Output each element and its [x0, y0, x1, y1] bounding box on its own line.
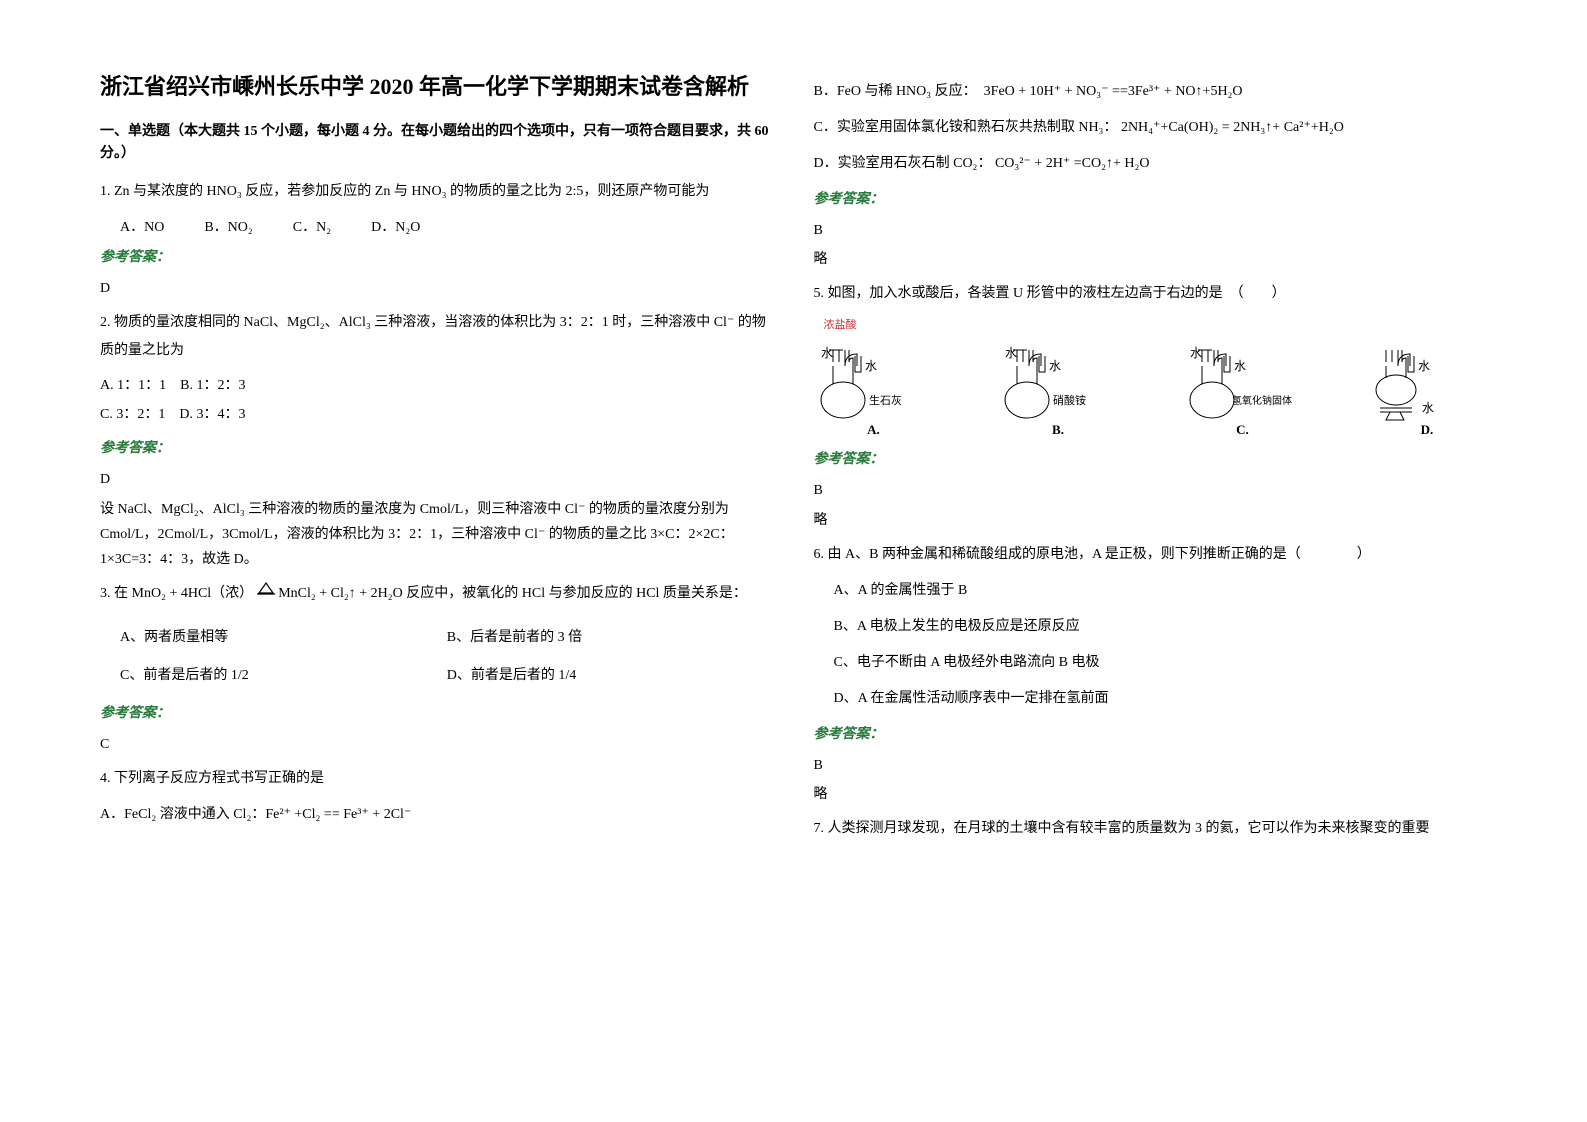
q2-optAB: A. 1：1：1 B. 1：2：3: [100, 373, 774, 398]
q5-figC: 水 水 氢氧化钠固体 C.: [1183, 342, 1303, 438]
q1-ans: D: [100, 276, 774, 301]
q6-optD: D、A 在金属性活动顺序表中一定排在氢前面: [814, 685, 1488, 713]
q5-figB: 水 水 硝酸铵 B.: [998, 342, 1118, 438]
q4-ans-label: 参考答案：: [814, 188, 1488, 208]
q3-ans: C: [100, 732, 774, 757]
q6-optB: B、A 电极上发生的电极反应是还原反应: [814, 613, 1488, 641]
q3-optD: D、前者是后者的 1/4: [447, 664, 774, 684]
q4-ans: B: [814, 218, 1488, 243]
q1-options: A．NO B．NO₂ C．N₂ D．N₂O: [120, 216, 774, 236]
q3-opt-row2: C、前者是后者的 1/2 D、前者是后者的 1/4: [100, 664, 774, 684]
q6-optC: C、电子不断由 A 电极经外电路流向 B 电极: [814, 649, 1488, 677]
exam-title: 浙江省绍兴市嵊州长乐中学 2020 年高一化学下学期期末试卷含解析: [100, 70, 774, 103]
q5-ans: B: [814, 478, 1488, 503]
q1-optA: A．NO: [120, 216, 164, 236]
q4-optB: B．FeO 与稀 HNO₃ 反应： 3FeO + 10H⁺ + NO₃⁻ ==3…: [814, 78, 1488, 106]
svg-text:水: 水: [1049, 359, 1061, 373]
svg-text:水: 水: [1234, 359, 1246, 373]
q1-optC: C．N₂: [293, 216, 331, 236]
svg-text:水: 水: [865, 359, 877, 373]
svg-text:水: 水: [1418, 359, 1430, 373]
q6-optA: A、A 的金属性强于 B: [814, 577, 1488, 605]
q3-optC: C、前者是后者的 1/2: [120, 664, 447, 684]
q5-stem: 5. 如图，加入水或酸后，各装置 U 形管中的液柱左边高于右边的是 （ ）: [814, 280, 1488, 308]
q4-stem: 4. 下列离子反应方程式书写正确的是: [100, 765, 774, 793]
right-column: B．FeO 与稀 HNO₃ 反应： 3FeO + 10H⁺ + NO₃⁻ ==3…: [814, 70, 1488, 851]
q5-figures: 水 水 生石灰 A. 水 水: [814, 342, 1488, 438]
q3-opt-row1: A、两者质量相等 B、后者是前者的 3 倍: [100, 626, 774, 646]
q1-optB: B．NO₂: [204, 216, 252, 236]
flask-utube-icon: 水 水 硝酸铵: [1003, 342, 1113, 422]
q5-figD: 水 水 D.: [1367, 342, 1487, 438]
left-column: 浙江省绍兴市嵊州长乐中学 2020 年高一化学下学期期末试卷含解析 一、单选题（…: [100, 70, 774, 851]
q1-optD: D．N₂O: [371, 216, 420, 236]
q2-stem: 2. 物质的量浓度相同的 NaCl、MgCl₂、AlCl₃ 三种溶液，当溶液的体…: [100, 309, 774, 365]
q1-stem: 1. Zn 与某浓度的 HNO₃ 反应，若参加反应的 Zn 与 HNO₃ 的物质…: [100, 178, 774, 206]
svg-text:氢氧化钠固体: 氢氧化钠固体: [1232, 394, 1292, 407]
q4-optD: D．实验室用石灰石制 CO₂： CO₃²⁻ + 2H⁺ =CO₂↑+ H₂O: [814, 150, 1488, 178]
q4-optC: C．实验室用固体氯化铵和熟石灰共热制取 NH₃： 2NH₄⁺+Ca(OH)₂ =…: [814, 114, 1488, 142]
svg-text:水: 水: [821, 346, 833, 360]
q6-ans: B: [814, 753, 1488, 778]
q2-optCD: C. 3：2：1 D. 3：4：3: [100, 402, 774, 427]
q6-stem: 6. 由 A、B 两种金属和稀硫酸组成的原电池，A 是正极，则下列推断正确的是（…: [814, 541, 1488, 569]
section-1-head: 一、单选题（本大题共 15 个小题，每小题 4 分。在每小题给出的四个选项中，只…: [100, 121, 774, 166]
q5-red-note: 浓盐酸: [824, 316, 1488, 332]
q1-ans-label: 参考答案：: [100, 246, 774, 266]
svg-text:硝酸铵: 硝酸铵: [1053, 393, 1086, 407]
q2-ans-label: 参考答案：: [100, 437, 774, 457]
q5-figA: 水 水 生石灰 A.: [814, 342, 934, 438]
q7-stem: 7. 人类探测月球发现，在月球的土壤中含有较丰富的质量数为 3 的氦，它可以作为…: [814, 815, 1488, 843]
svg-text:水: 水: [1190, 346, 1202, 360]
q3-ans-label: 参考答案：: [100, 702, 774, 722]
q6-note: 略: [814, 782, 1488, 807]
q3-optA: A、两者质量相等: [120, 626, 447, 646]
q4-note: 略: [814, 247, 1488, 272]
q3-stem: 3. 在 MnO₂ + 4HCl（浓） MnCl₂ + Cl₂↑ + 2H₂O …: [100, 580, 774, 608]
q5-ans-label: 参考答案：: [814, 448, 1488, 468]
triangle-icon: [257, 581, 275, 595]
flask-utube-lamp-icon: 水 水: [1372, 342, 1482, 422]
svg-text:水: 水: [1422, 401, 1434, 415]
flask-utube-icon: 水 水 生石灰: [819, 342, 929, 422]
flask-utube-icon: 水 水 氢氧化钠固体: [1188, 342, 1298, 422]
q2-explain: 设 NaCl、MgCl₂、AlCl₃ 三种溶液的物质的量浓度为 Cmol/L，则…: [100, 497, 774, 573]
q4-optA: A．FeCl₂ 溶液中通入 Cl₂：Fe²⁺ +Cl₂ == Fe³⁺ + 2C…: [100, 801, 774, 829]
q6-ans-label: 参考答案：: [814, 723, 1488, 743]
q5-note: 略: [814, 508, 1488, 533]
q2-ans: D: [100, 467, 774, 492]
q3-optB: B、后者是前者的 3 倍: [447, 626, 774, 646]
svg-text:水: 水: [1005, 346, 1017, 360]
svg-text:生石灰: 生石灰: [869, 393, 902, 407]
